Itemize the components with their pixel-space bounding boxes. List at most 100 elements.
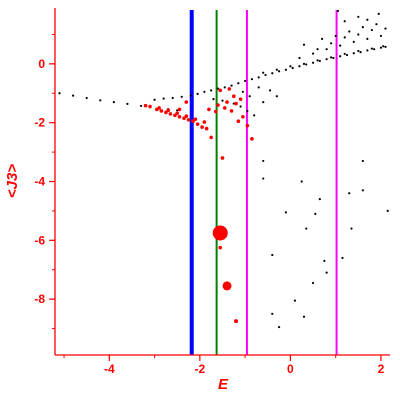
- point-series0-48: [302, 62, 306, 65]
- point-series0-92: [300, 180, 303, 183]
- point-series0-29: [284, 68, 287, 71]
- point-series0-56: [311, 52, 315, 55]
- point-series1-37: [250, 137, 254, 141]
- point-series0-89: [257, 86, 260, 89]
- point-series0-96: [318, 198, 321, 201]
- point-series0-76: [366, 18, 369, 21]
- point-series0-69: [348, 30, 351, 33]
- point-series1-22: [225, 100, 229, 104]
- point-series0-74: [343, 20, 346, 23]
- point-series0-66: [370, 28, 373, 32]
- point-series1-23: [234, 101, 238, 106]
- point-series0-65: [357, 33, 360, 36]
- point-series0-3: [99, 99, 102, 102]
- point-series0-110: [341, 256, 344, 260]
- point-series0-36: [332, 56, 335, 60]
- point-series0-41: [366, 49, 369, 52]
- point-series0-87: [275, 95, 278, 98]
- point-series0-98: [361, 189, 364, 192]
- point-series0-0: [58, 92, 61, 95]
- point-series0-24: [250, 78, 254, 81]
- point-series0-30: [291, 66, 294, 70]
- point-series0-84: [212, 98, 215, 101]
- tick-marks: -4 -2 0 2 0 -2 -4 -6 -8: [34, 33, 385, 376]
- point-series0-28: [277, 70, 281, 73]
- point-series0-77: [377, 12, 380, 15]
- point-series0-21: [230, 84, 233, 87]
- point-series0-91: [262, 159, 265, 163]
- x-tick-label: -2: [195, 362, 206, 376]
- point-series1-21: [216, 103, 220, 107]
- point-series0-64: [343, 36, 346, 39]
- point-series0-55: [298, 56, 301, 60]
- x-tick-label: 2: [378, 362, 385, 376]
- point-series1-13: [143, 103, 148, 108]
- point-series0-106: [293, 299, 297, 302]
- point-series1-17: [184, 114, 189, 119]
- point-series0-90: [241, 90, 244, 93]
- point-series0-95: [323, 259, 326, 262]
- point-series0-26: [264, 73, 267, 77]
- point-series1-14: [157, 106, 161, 110]
- point-series0-88: [268, 89, 272, 92]
- point-series0-109: [361, 159, 364, 163]
- point-series0-107: [271, 312, 274, 315]
- point-series0-105: [302, 315, 306, 318]
- point-series0-78: [336, 9, 340, 13]
- point-series1-20: [207, 107, 211, 112]
- point-series0-104: [271, 253, 274, 257]
- y-tick-label: -6: [34, 233, 45, 247]
- x-tick-label: 0: [287, 362, 294, 376]
- point-series0-40: [359, 51, 362, 54]
- point-series0-33: [311, 61, 315, 64]
- point-series1-26: [229, 109, 234, 113]
- point-series0-51: [343, 52, 346, 55]
- point-series0-79: [239, 105, 242, 108]
- large-point-0: [212, 225, 228, 241]
- point-series0-71: [375, 23, 378, 26]
- point-series0-70: [361, 26, 364, 29]
- point-series0-111: [311, 281, 315, 285]
- point-series0-52: [357, 49, 360, 53]
- point-series0-85: [248, 95, 251, 98]
- point-series0-83: [221, 99, 224, 102]
- point-series0-63: [330, 42, 333, 45]
- point-series0-43: [379, 46, 383, 49]
- point-series0-73: [320, 37, 324, 40]
- point-series1-34: [184, 100, 189, 104]
- point-series1-39: [218, 245, 223, 250]
- point-series0-18: [210, 89, 213, 92]
- point-series0-97: [348, 192, 351, 195]
- point-series1-3: [168, 112, 173, 116]
- point-series0-15: [189, 94, 192, 97]
- point-series1-35: [177, 107, 182, 112]
- point-series1-19: [202, 120, 207, 124]
- point-series0-17: [203, 90, 206, 93]
- point-series0-102: [284, 211, 287, 214]
- point-series1-30: [218, 88, 223, 93]
- point-series0-5: [126, 102, 129, 105]
- x-tick-label: -4: [104, 362, 115, 376]
- point-series1-32: [232, 94, 236, 99]
- y-tick-label: -2: [34, 116, 45, 130]
- point-series0-11: [153, 98, 156, 101]
- point-series1-7: [186, 117, 191, 122]
- point-series0-62: [316, 48, 319, 51]
- point-series0-47: [289, 65, 292, 68]
- point-series0-42: [373, 48, 376, 51]
- point-series0-23: [244, 79, 247, 83]
- point-series0-35: [325, 58, 328, 61]
- point-series0-108: [277, 325, 281, 329]
- point-series1-12: [148, 104, 152, 109]
- point-series0-49: [316, 59, 319, 62]
- point-series1-5: [177, 115, 182, 119]
- point-series0-53: [370, 47, 373, 50]
- y-tick-label: -4: [34, 175, 45, 189]
- point-series1-9: [195, 122, 200, 126]
- point-series0-86: [262, 101, 265, 104]
- point-series0-13: [171, 96, 174, 100]
- point-series1-31: [227, 87, 232, 91]
- large-point-1: [222, 281, 232, 291]
- point-series0-14: [180, 95, 183, 98]
